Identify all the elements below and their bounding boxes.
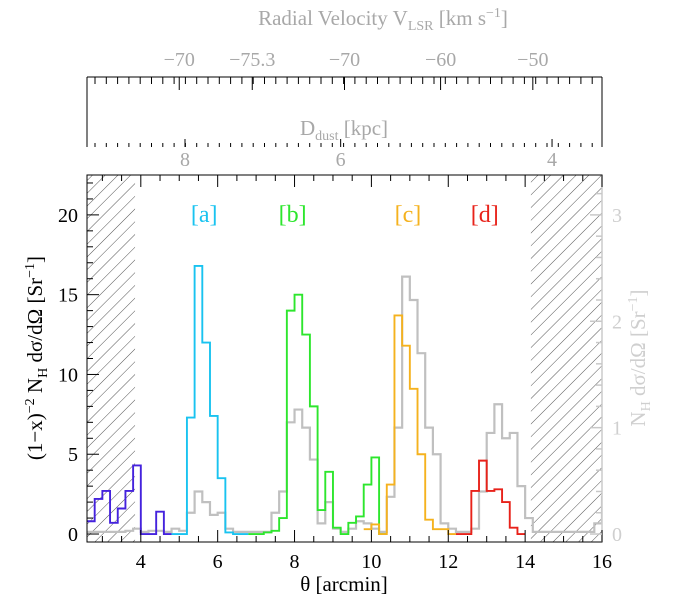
- distance-tick-label: 8: [180, 149, 190, 171]
- cloud-label: [b]: [279, 202, 307, 228]
- x-axis-ticks: 4 6 8 10 12 14 16: [101, 175, 612, 573]
- velocity-axis-label: Radial Velocity VLSR [km s−1]: [258, 6, 508, 34]
- velocity-tick-label: −60: [425, 49, 456, 71]
- distance-axis-ticks: 8 6 4: [180, 139, 557, 171]
- velocity-tick-label: −70: [164, 49, 195, 71]
- excluded-region-hatches: [87, 175, 602, 542]
- x-axis-label: θ [arcmin]: [300, 572, 388, 596]
- y2-axis-label: NH dσ/dΩ [Sr−1]: [626, 289, 654, 426]
- histogram-series-2: [248, 293, 387, 535]
- hatched-region-0: [87, 175, 136, 542]
- cloud-label: [d]: [471, 202, 499, 228]
- y-tick-label: 0: [68, 524, 78, 546]
- velocity-tick-label: −70: [329, 49, 360, 71]
- histogram-series-0: [87, 464, 172, 535]
- x-tick-label: 14: [515, 551, 535, 573]
- hatched-region-1: [530, 175, 602, 542]
- y2-tick-label: 3: [612, 205, 622, 227]
- y-axis-label: (1−x)−2 NH dσ/dΩ [Sr−1]: [23, 256, 51, 460]
- colored-histogram-layer: [87, 265, 526, 535]
- velocity-tick-label: −75.3: [229, 49, 275, 71]
- y-tick-label: 5: [68, 444, 78, 466]
- velocity-tick-label: −50: [517, 49, 548, 71]
- distance-tick-label: 6: [336, 149, 346, 171]
- y2-axis-ticks: 0 1 2 3: [590, 192, 622, 546]
- y2-tick-label: 2: [612, 311, 622, 333]
- distance-axis-label: Ddust [kpc]: [300, 116, 388, 144]
- y2-tick-label: 0: [612, 524, 622, 546]
- y-tick-label: 20: [58, 205, 78, 227]
- cloud-label: [c]: [395, 202, 422, 228]
- y2-tick-label: 1: [612, 418, 622, 440]
- histogram-series-3: [363, 314, 456, 535]
- x-tick-label: 16: [592, 551, 612, 573]
- cloud-label: [a]: [191, 202, 218, 228]
- x-tick-label: 6: [213, 551, 223, 573]
- x-tick-label: 8: [290, 551, 300, 573]
- x-tick-label: 12: [438, 551, 458, 573]
- y-tick-label: 10: [58, 364, 78, 386]
- y-axis-ticks: 0 5 10 15 20: [58, 182, 99, 546]
- velocity-axis-ticks: −70 −75.3 −70 −60 −50: [164, 49, 548, 90]
- histogram-series-4: [455, 459, 526, 535]
- x-tick-label: 4: [136, 551, 146, 573]
- y-tick-label: 15: [58, 285, 78, 307]
- x-tick-label: 10: [361, 551, 381, 573]
- top-axis-minor-ticks: [94, 77, 593, 147]
- histogram-series-1: [171, 265, 249, 535]
- distance-tick-label: 4: [547, 149, 557, 171]
- cloud-labels: [a] [b] [c] [d]: [191, 202, 499, 228]
